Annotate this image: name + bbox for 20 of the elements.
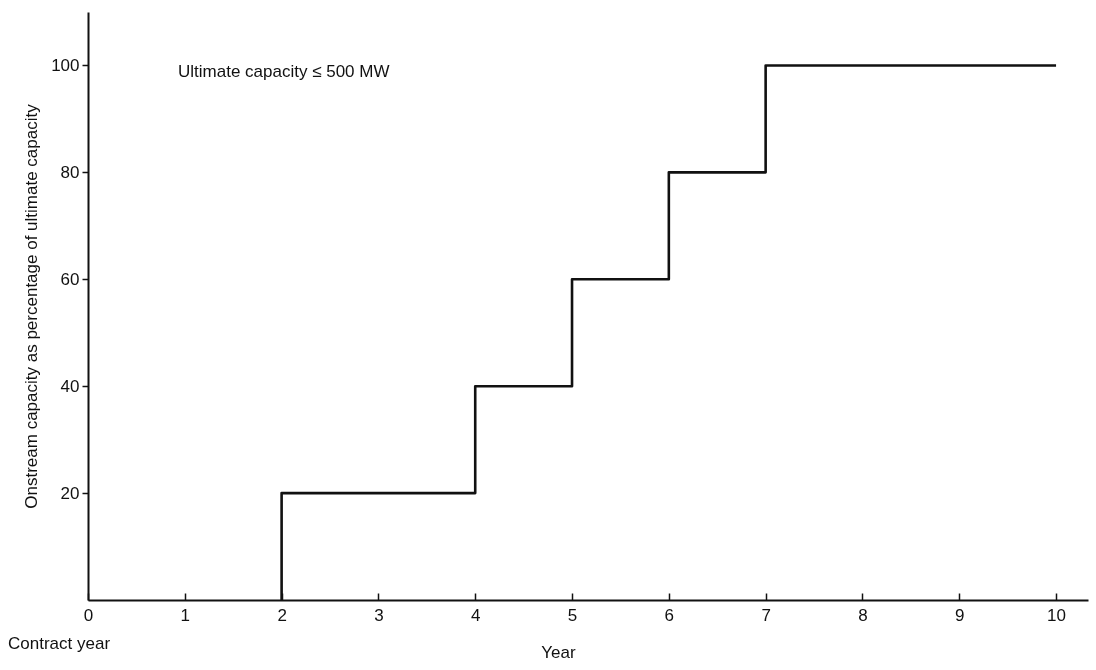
- x-axis-title: Year: [541, 642, 577, 662]
- x-tick-label: 2: [277, 605, 287, 625]
- x-tick-label: 9: [955, 605, 965, 625]
- x-tick-label: 8: [858, 605, 868, 625]
- x-tick-label: 7: [761, 605, 771, 625]
- x-tick-label: 5: [567, 605, 578, 625]
- x-tick-label: 1: [180, 605, 191, 625]
- y-tick-label: 20: [60, 483, 80, 503]
- x-tick-label: 3: [374, 605, 384, 625]
- x-tick-label: 10: [1047, 605, 1067, 625]
- y-tick-label: 100: [51, 55, 80, 75]
- x-tick-label: 6: [664, 605, 675, 625]
- annotation: Ultimate capacity ≤ 500 MW: [178, 62, 390, 81]
- y-tick-label: 60: [60, 269, 80, 289]
- y-tick-label: 40: [60, 376, 80, 396]
- x-tick-label: 0: [83, 605, 94, 625]
- text: Contract year: [8, 634, 111, 653]
- x-tick-label: 4: [470, 605, 481, 625]
- y-axis-title: Onstream capacity as percentage of ultimate capacity: [22, 103, 42, 509]
- y-tick-label: 80: [60, 162, 80, 182]
